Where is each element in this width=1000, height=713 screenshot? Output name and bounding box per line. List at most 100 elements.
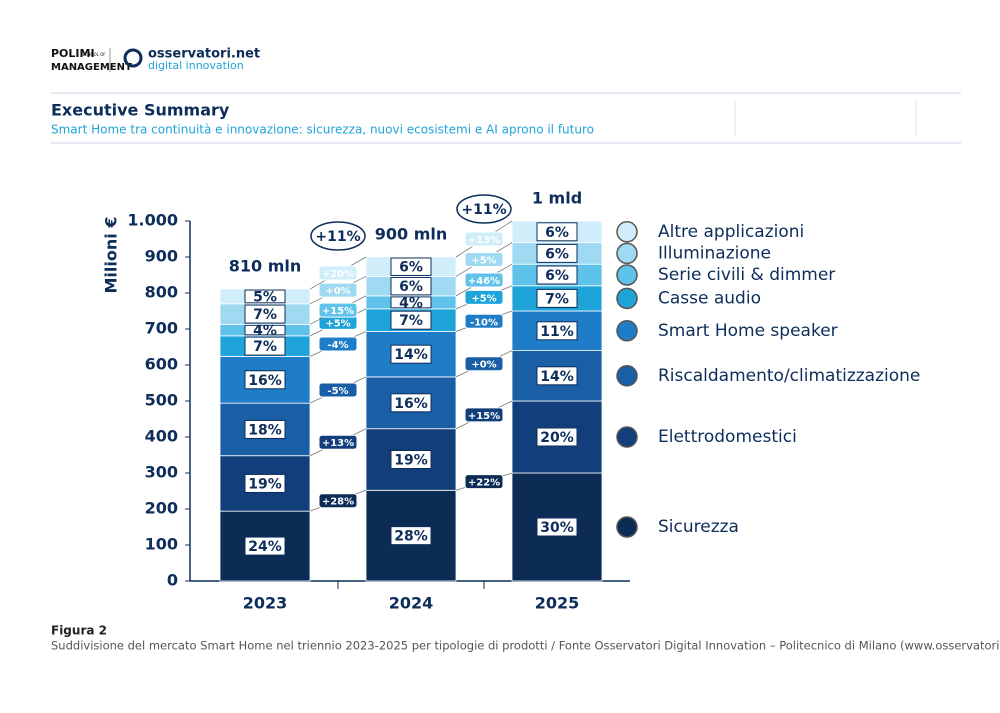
growth-label: -10% — [470, 317, 498, 328]
page-subtitle: Smart Home tra continuità e innovazione:… — [51, 123, 594, 137]
growth-label: +5% — [471, 256, 496, 267]
segment-label-box — [244, 419, 286, 439]
segment-label: 18% — [248, 422, 282, 438]
segment-label-box — [244, 324, 286, 336]
logo-icon — [123, 48, 143, 68]
legend-icon — [616, 426, 638, 448]
x-tick-label: 2025 — [535, 594, 580, 613]
segment-label-box — [244, 304, 286, 324]
y-tick-label: 800 — [145, 283, 178, 302]
segment-label: 30% — [540, 520, 574, 536]
logo-brand: osservatori.net — [148, 47, 260, 62]
segment-label-box — [536, 243, 578, 263]
segment-label: 28% — [394, 529, 428, 545]
growth-pill — [318, 265, 358, 281]
growth-pill — [464, 272, 504, 288]
legend-label: Altre applicazioni — [658, 222, 804, 242]
segment-label-box — [390, 257, 432, 276]
y-tick-label: 0 — [167, 571, 178, 590]
y-tick-label: 700 — [145, 319, 178, 338]
growth-label: +15% — [322, 306, 354, 317]
growth-label: +22% — [468, 478, 500, 489]
segment-label-box — [244, 289, 286, 304]
segment-label-box — [536, 288, 578, 308]
growth-label: +13% — [322, 438, 354, 449]
legend-label: Illuminazione — [658, 243, 771, 263]
growth-pill — [464, 356, 504, 372]
segment-label: 7% — [253, 307, 277, 323]
segment-label-box — [536, 366, 578, 386]
caption-label: Figura 2 — [51, 624, 107, 638]
segment-label-box — [390, 276, 432, 296]
x-tick-label: 2024 — [389, 594, 434, 613]
segment-label: 6% — [545, 268, 569, 284]
legend-icon — [616, 242, 638, 265]
segment-label: 19% — [248, 476, 282, 492]
growth-label: +0% — [471, 360, 496, 371]
total-growth-label: +11% — [315, 229, 360, 245]
segment-label-box — [536, 427, 578, 447]
growth-pill — [464, 289, 504, 305]
bar-total: 1 mld — [532, 189, 582, 208]
segment-label: 7% — [399, 313, 423, 329]
legend-icon — [616, 320, 638, 342]
growth-pill — [318, 382, 358, 398]
bar-total: 900 mln — [375, 225, 448, 244]
growth-label: +5% — [471, 293, 496, 304]
y-tick-label: 300 — [145, 463, 178, 482]
legend-label: Riscaldamento/climatizzazione — [658, 366, 920, 386]
segment-label-box — [390, 450, 432, 469]
growth-pill — [318, 282, 358, 298]
growth-label: -5% — [327, 386, 348, 397]
growth-pill — [318, 434, 358, 450]
segment-label: 14% — [394, 347, 428, 363]
y-axis-label: Milioni € — [102, 217, 121, 294]
segment-label-box — [244, 473, 286, 493]
segment-label-box — [536, 517, 578, 537]
segment-label-box — [244, 536, 286, 556]
growth-label: +5% — [325, 318, 350, 329]
segment-label: 4% — [399, 295, 423, 311]
legend-label: Casse audio — [658, 288, 761, 308]
growth-pill — [464, 231, 504, 247]
legend-icon — [616, 516, 638, 538]
legend-icon — [616, 264, 638, 286]
segment-label-box — [244, 336, 286, 356]
caption-text: Suddivisione del mercato Smart Home nel … — [51, 639, 1000, 653]
segment-label-box — [390, 296, 432, 309]
growth-label: -4% — [327, 340, 348, 351]
segment-label: 6% — [399, 279, 423, 295]
legend-label: Sicurezza — [658, 517, 739, 537]
growth-pill — [318, 493, 358, 509]
growth-pill — [464, 474, 504, 490]
page-title: Executive Summary — [51, 101, 230, 120]
segment-label-box — [390, 344, 432, 364]
segment-label-box — [390, 393, 432, 413]
legend-label: Elettrodomestici — [658, 427, 797, 447]
y-tick-label: 900 — [145, 247, 178, 266]
segment-label-box — [536, 265, 578, 285]
bar-total: 810 mln — [229, 257, 302, 276]
legend-label: Smart Home speaker — [658, 321, 838, 341]
logo-management: MANAGEMENT — [51, 62, 132, 73]
segment-label-box — [390, 526, 432, 546]
segment-label: 5% — [253, 289, 277, 305]
segment-label: 6% — [545, 225, 569, 241]
segment-label: 6% — [399, 260, 423, 276]
y-tick-label: 600 — [145, 355, 178, 374]
growth-label: +28% — [322, 497, 354, 508]
segment-label: 20% — [540, 430, 574, 446]
segment-label: 11% — [540, 324, 574, 340]
growth-pill — [318, 302, 358, 318]
growth-pill — [464, 313, 504, 329]
segment-label: 16% — [248, 373, 282, 389]
growth-pill — [464, 407, 504, 423]
y-tick-label: 1.000 — [127, 211, 178, 230]
total-growth-label: +11% — [461, 202, 506, 218]
segment-label: 4% — [253, 323, 277, 339]
growth-pill — [318, 336, 358, 352]
segment-label: 6% — [545, 246, 569, 262]
growth-label: +0% — [325, 286, 350, 297]
growth-label: +20% — [322, 269, 354, 280]
